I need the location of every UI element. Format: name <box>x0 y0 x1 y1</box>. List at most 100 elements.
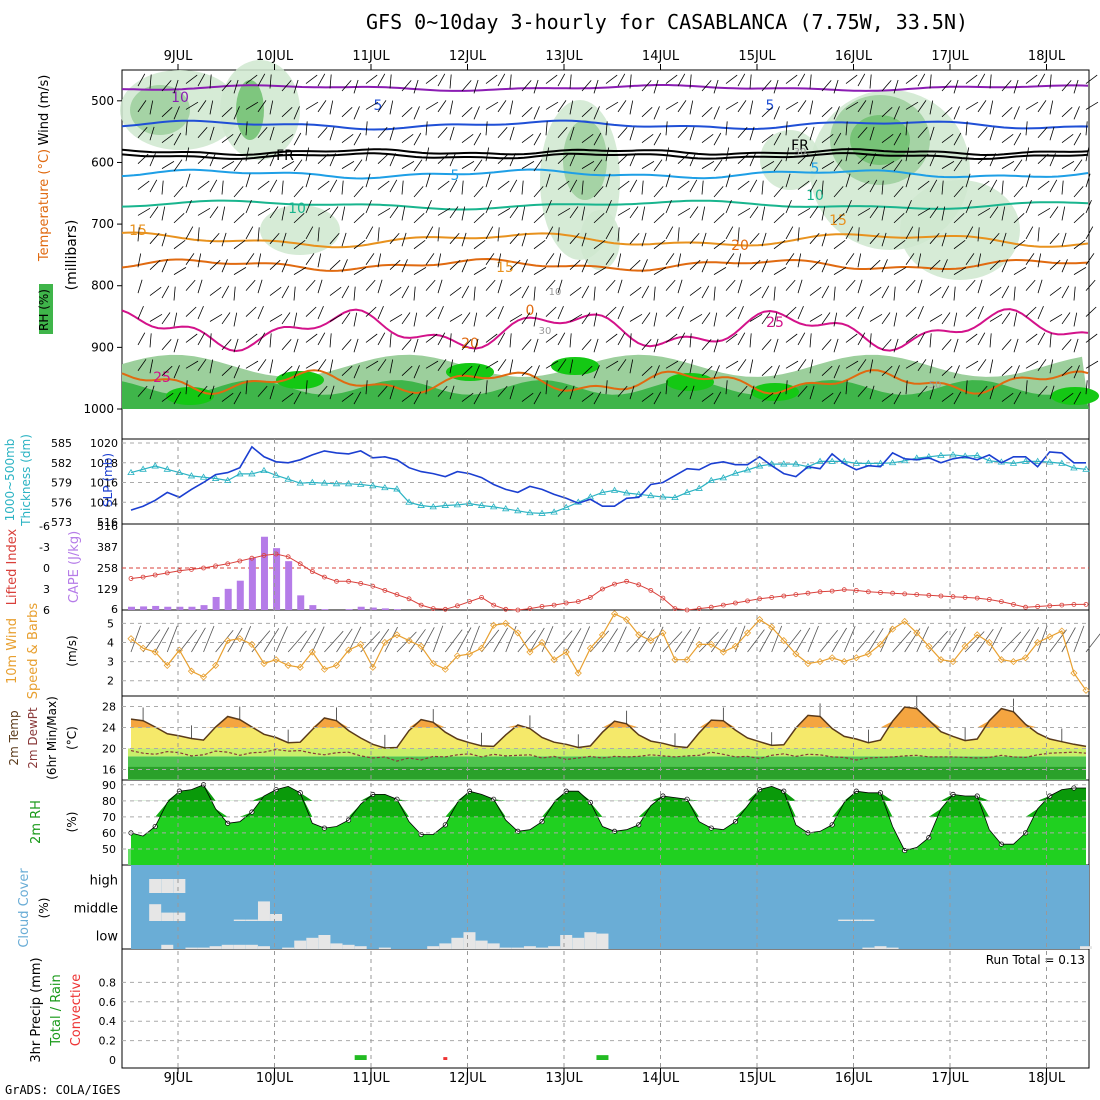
wind-barb <box>245 101 259 110</box>
wind-barb <box>485 173 491 188</box>
wind-barb <box>533 159 543 172</box>
wind-barb <box>677 253 682 268</box>
wind-barb <box>674 628 692 653</box>
wind-barb <box>209 313 223 322</box>
wind-barb <box>173 338 179 353</box>
wind-barb <box>449 385 455 400</box>
wind-barb <box>377 73 386 87</box>
wind-barb <box>1061 392 1074 402</box>
wind-barb <box>293 267 307 275</box>
wind-barb <box>353 365 360 379</box>
label-dew: 2m DewPt <box>26 707 40 769</box>
wind-barb <box>856 630 875 653</box>
wind-point <box>562 648 570 656</box>
wind-barb <box>389 286 402 296</box>
wind-barb <box>473 186 484 198</box>
wind-barb <box>461 312 471 325</box>
wind-barb <box>473 267 487 275</box>
wind-barb <box>161 180 164 195</box>
wind-barb <box>641 339 652 351</box>
wind-point <box>1058 627 1066 635</box>
wind-point <box>332 661 341 669</box>
wind-point <box>780 637 788 645</box>
wind-barb <box>1061 107 1073 118</box>
wind-barb <box>1049 232 1060 245</box>
wind-barb <box>821 206 826 221</box>
wind-barb <box>1013 338 1019 353</box>
wind-barb <box>461 206 466 221</box>
wind-barb <box>617 73 626 87</box>
wind-barb <box>473 365 480 379</box>
wind-point <box>490 621 498 629</box>
wind-barb <box>233 106 240 120</box>
wind-barb <box>797 253 802 268</box>
wind-barb <box>533 365 540 379</box>
wind-barb <box>821 392 834 402</box>
wind-barb <box>365 199 372 214</box>
wind-barb <box>965 253 975 265</box>
wind-barb <box>533 338 539 353</box>
wind-barb <box>1061 285 1070 299</box>
wind-barb <box>665 306 677 317</box>
wind-barb <box>701 107 713 118</box>
li-point <box>406 596 412 602</box>
wind-barb <box>1025 74 1038 84</box>
rh-shade <box>130 85 190 135</box>
wind-barb <box>257 180 270 190</box>
wind-barb <box>209 359 214 374</box>
wind-barb <box>713 106 720 120</box>
precip-tick: 0.6 <box>99 996 117 1009</box>
wind-barb <box>365 380 368 395</box>
wind-point <box>187 667 196 675</box>
wind-barb <box>713 79 719 94</box>
wind-barb <box>725 101 739 110</box>
wind-barb <box>605 74 618 84</box>
wind-barb <box>1061 339 1072 351</box>
wind-barb <box>785 360 799 369</box>
wind-barb <box>953 186 964 198</box>
wind-barb <box>710 629 729 653</box>
wind-barb <box>773 186 784 198</box>
wind-barb <box>1049 359 1054 374</box>
wind-barb <box>629 259 641 270</box>
thickness-tick: 585 <box>51 437 72 450</box>
cape-bar <box>236 580 244 610</box>
cloud-bar-low <box>1080 946 1092 949</box>
wind-barb <box>701 206 706 221</box>
wind-barb <box>485 101 499 110</box>
wind-barb <box>653 186 664 198</box>
wind-barb <box>677 332 686 346</box>
wind-barb <box>905 380 908 395</box>
wind-barb <box>389 206 399 219</box>
wind-barb <box>449 206 459 219</box>
wind-barb <box>469 625 480 653</box>
wind-barb <box>1049 629 1067 653</box>
cloud-bar-low <box>487 943 500 949</box>
wind-barb <box>569 153 576 167</box>
wind-barb <box>161 392 174 402</box>
wind-barb <box>929 153 936 167</box>
wind-barb <box>1025 279 1036 291</box>
wind-barb <box>713 365 720 379</box>
wind-barb <box>365 121 368 136</box>
wind-barb <box>293 391 302 405</box>
wind-barb <box>449 179 458 193</box>
wind-barb <box>317 100 327 113</box>
wind-barb <box>305 279 316 291</box>
wind-barb <box>965 380 968 395</box>
wind-barb <box>737 207 751 216</box>
thickness-point <box>610 486 619 493</box>
isotherm <box>121 119 1089 131</box>
wind-point <box>453 652 461 660</box>
wind-barb <box>1073 213 1085 224</box>
footer-credit: GrADS: COLA/IGES <box>5 1083 121 1097</box>
wind-barb <box>149 359 154 374</box>
wind-barb <box>905 253 915 265</box>
wind-barb <box>1085 253 1095 265</box>
wind-barb <box>173 312 178 327</box>
wind-barb <box>833 239 846 250</box>
wind-barb <box>713 159 723 172</box>
rh-line <box>130 784 1086 852</box>
wind-barb <box>245 253 255 265</box>
wind-barb <box>209 286 222 296</box>
